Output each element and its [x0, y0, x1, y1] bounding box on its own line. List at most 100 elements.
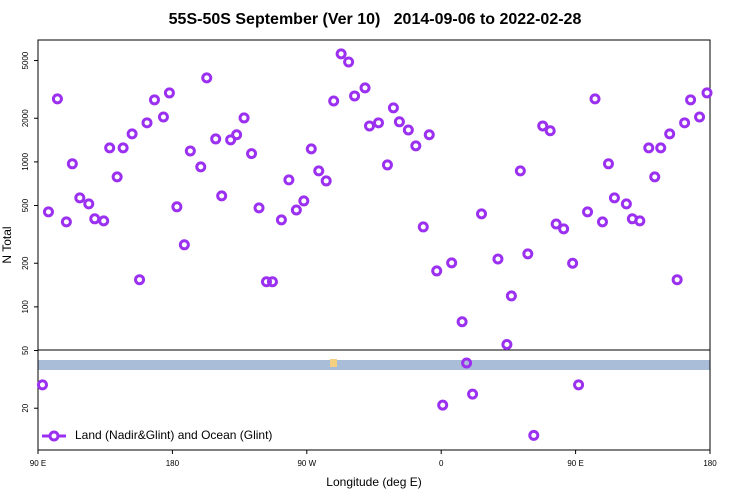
y-tick-label: 100	[21, 300, 30, 314]
point	[461, 357, 473, 369]
point	[655, 142, 667, 154]
point	[343, 56, 355, 68]
point	[387, 102, 399, 114]
y-tick-label: 500	[21, 198, 30, 212]
point	[275, 214, 287, 226]
point	[589, 93, 601, 105]
point	[298, 195, 310, 207]
point	[634, 215, 646, 227]
point	[305, 143, 317, 155]
point	[393, 116, 405, 128]
point	[501, 339, 513, 351]
point	[60, 216, 72, 228]
point	[98, 215, 110, 227]
y-tick-label: 200	[21, 256, 30, 270]
point	[423, 129, 435, 141]
y-tick-label: 1000	[21, 152, 30, 170]
point	[216, 190, 228, 202]
chart-title: 55S-50S September (Ver 10) 2014-09-06 to…	[169, 11, 582, 28]
point	[431, 265, 443, 277]
point	[266, 276, 278, 288]
point	[701, 87, 713, 99]
point	[42, 206, 54, 218]
point	[679, 117, 691, 129]
point	[195, 161, 207, 173]
legend-marker	[48, 430, 60, 442]
point	[359, 82, 371, 94]
y-tick-label: 2000	[21, 109, 30, 127]
point	[51, 93, 63, 105]
y-tick-label: 20	[21, 403, 30, 412]
point	[364, 120, 376, 132]
point	[210, 133, 222, 145]
point	[238, 112, 250, 124]
point	[328, 95, 340, 107]
point	[558, 223, 570, 235]
point	[320, 175, 332, 187]
point	[476, 208, 488, 220]
point	[402, 124, 414, 136]
point	[335, 48, 347, 60]
point	[437, 399, 449, 411]
point	[620, 198, 632, 210]
point	[372, 117, 384, 129]
point	[36, 379, 48, 391]
point	[410, 140, 422, 152]
x-tick-label: 90 E	[567, 459, 583, 468]
point	[643, 142, 655, 154]
point	[126, 128, 138, 140]
point	[89, 213, 101, 225]
point	[349, 90, 361, 102]
y-tick-label: 50	[21, 346, 30, 355]
point	[514, 165, 526, 177]
plot-frame	[37, 39, 711, 451]
point	[528, 429, 540, 441]
point	[111, 171, 123, 183]
point	[66, 158, 78, 170]
point	[467, 388, 479, 400]
point	[602, 158, 614, 170]
map-strip	[38, 360, 710, 370]
point	[456, 316, 468, 328]
point	[313, 165, 325, 177]
point	[664, 128, 676, 140]
point	[253, 202, 265, 214]
point	[567, 257, 579, 269]
point	[522, 248, 534, 260]
point	[134, 274, 146, 286]
point	[582, 206, 594, 218]
x-tick-label: 180	[166, 459, 180, 468]
point	[178, 239, 190, 251]
point	[148, 94, 160, 106]
x-tick-label: 90 E	[30, 459, 46, 468]
point	[608, 192, 620, 204]
point	[246, 148, 258, 160]
point	[505, 290, 517, 302]
legend-label: Land (Nadir&Glint) and Ocean (Glint)	[75, 428, 272, 442]
point	[260, 276, 272, 288]
x-tick-label: 180	[703, 459, 717, 468]
y-tick-label: 5000	[21, 51, 30, 69]
y-axis-label: N Total	[0, 226, 14, 263]
point	[446, 257, 458, 269]
point	[492, 253, 504, 265]
point	[171, 201, 183, 213]
point	[649, 171, 661, 183]
point	[573, 379, 585, 391]
point	[544, 125, 556, 137]
point	[694, 111, 706, 123]
point	[141, 117, 153, 129]
point	[381, 159, 393, 171]
x-tick-label: 0	[439, 459, 444, 468]
point	[74, 192, 86, 204]
point	[550, 218, 562, 230]
point	[83, 198, 95, 210]
point	[596, 216, 608, 228]
point	[537, 120, 549, 132]
point	[184, 145, 196, 157]
point	[104, 142, 116, 154]
point	[231, 129, 243, 141]
point	[163, 87, 175, 99]
